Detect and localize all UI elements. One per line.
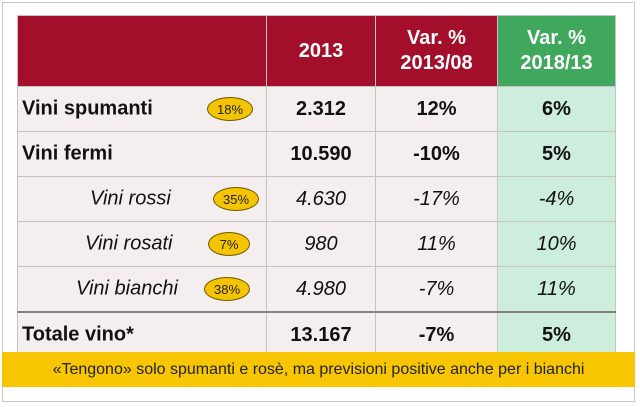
header-year: 2013 (266, 15, 376, 87)
row-label-cell: Vini spumanti 18% (17, 86, 267, 132)
table-row: Vini rossi 35% 4.630 -17% -4% (17, 176, 616, 222)
value-2013: 13.167 (266, 311, 376, 358)
var-2013-08: -10% (375, 131, 498, 177)
var-2013-08: -7% (375, 311, 498, 358)
share-badge: 35% (213, 187, 259, 211)
var-2018-13: 5% (497, 131, 616, 177)
var-2018-13: 5% (497, 311, 616, 358)
row-label: Vini bianchi (76, 277, 178, 300)
table-row: Vini rosati 7% 980 11% 10% (17, 221, 616, 267)
row-label: Vini rosati (85, 232, 173, 255)
share-badge: 38% (204, 277, 250, 301)
value-2013: 2.312 (266, 86, 376, 132)
row-label-cell: Vini bianchi 38% (17, 266, 267, 313)
var-2018-13: -4% (497, 176, 616, 222)
share-badge: 18% (207, 97, 253, 121)
table-row: Vini spumanti 18% 2.312 12% 6% (17, 86, 616, 132)
value-2013: 10.590 (266, 131, 376, 177)
value-2013: 4.980 (266, 266, 376, 313)
row-label-cell: Vini fermi (17, 131, 267, 177)
row-label: Vini spumanti (22, 97, 153, 120)
row-label-cell: Totale vino* (17, 311, 267, 358)
slide-frame (2, 2, 635, 402)
table-row: Vini bianchi 38% 4.980 -7% 11% (17, 266, 616, 313)
row-label: Vini rossi (90, 187, 171, 210)
var-2018-13: 11% (497, 266, 616, 313)
var-2013-08: -7% (375, 266, 498, 313)
var-2018-13: 10% (497, 221, 616, 267)
row-label-cell: Vini rosati 7% (17, 221, 267, 267)
var-2013-08: -17% (375, 176, 498, 222)
row-label-cell: Vini rossi 35% (17, 176, 267, 222)
summary-banner: «Tengono» solo spumanti e rosè, ma previ… (2, 352, 635, 387)
header-blank-cell (17, 15, 267, 87)
var-2013-08: 11% (375, 221, 498, 267)
row-label: Vini fermi (22, 142, 113, 165)
table-row-total: Totale vino* 13.167 -7% 5% (17, 311, 616, 358)
value-2013: 980 (266, 221, 376, 267)
header-row: 2013 Var. % 2013/08 Var. % 2018/13 (17, 15, 616, 87)
header-var-2013-08: Var. % 2013/08 (375, 15, 498, 87)
value-2013: 4.630 (266, 176, 376, 222)
header-var-2018-13: Var. % 2018/13 (497, 15, 616, 87)
var-2018-13: 6% (497, 86, 616, 132)
var-2013-08: 12% (375, 86, 498, 132)
row-label: Totale vino* (22, 323, 134, 346)
share-badge: 7% (208, 232, 250, 256)
wine-table: 2013 Var. % 2013/08 Var. % 2018/13 Vini … (17, 15, 616, 358)
table-row: Vini fermi 10.590 -10% 5% (17, 131, 616, 177)
